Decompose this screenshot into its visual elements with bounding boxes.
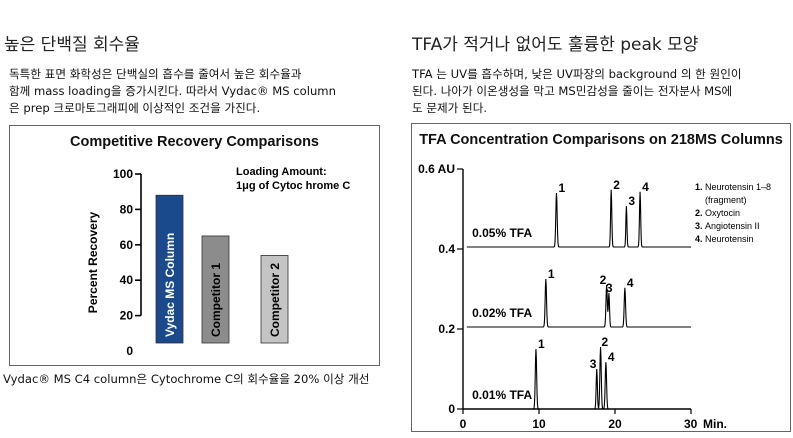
series-label: 0.01% TFA <box>472 388 532 402</box>
y-tick-label: 40 <box>120 273 134 287</box>
legend-entry: Neurotensin 1–8 <box>705 182 771 192</box>
left-paragraph: 독특한 표면 화학성은 단백실의 흡수를 줄여서 높은 회수율과 함께 mass… <box>9 66 336 117</box>
peak-label: 2 <box>602 335 609 349</box>
peak-label: 1 <box>558 181 565 195</box>
left-caption: Vydac® MS C4 column은 Cytochrome C의 회수율을 … <box>3 372 370 386</box>
chromatogram-trace <box>466 189 691 248</box>
annotation-sample: 1μg of Cytoc hrome C <box>236 180 350 192</box>
y-tick-label: 80 <box>120 202 134 216</box>
left-paragraph-line-3: 은 prep 크로마토그래피에 이상적인 조건을 가진다. <box>9 101 261 115</box>
x-tick-label: 0 <box>460 417 467 431</box>
x-tick-label: 30 <box>684 417 698 431</box>
legend-entry: Neurotensin <box>705 234 754 244</box>
legend-entry: Oxytocin <box>705 208 740 218</box>
peak-label: 1 <box>548 267 555 281</box>
y-axis-label: Percent Recovery <box>86 211 100 313</box>
recovery-bar-chart: 0 20 40 60 80 100 Percent Recovery Vydac MS Col… <box>86 166 350 358</box>
y-tick-label: 60 <box>120 238 134 252</box>
right-heading: TFA가 적거나 없어도 훌륭한 peak 모양 <box>412 35 699 55</box>
y-tick-label: 0.6 AU <box>418 162 455 176</box>
bar <box>201 235 230 344</box>
peak-label: 1 <box>538 337 545 351</box>
bar-label: Vydac MS Column <box>163 233 177 337</box>
peak-label: 3 <box>590 357 597 371</box>
legend-entry: (fragment) <box>705 195 747 205</box>
y-tick-label: 0 <box>126 344 133 358</box>
bar <box>155 194 184 344</box>
legend-number: 4. <box>695 234 703 244</box>
bar-label: Competitor 2 <box>268 263 282 337</box>
x-axis-label: Min. <box>703 417 727 431</box>
right-paragraph-line-2: 된다. 나아가 이온생성을 막고 MS민감성을 줄이는 전자분사 MS에 <box>412 84 733 98</box>
tfa-chart-panel: TFA Concentration Comparisons on 218MS C… <box>411 123 791 432</box>
legend-entry: Angiotensin II <box>705 221 760 231</box>
y-tick-label: 100 <box>113 167 133 181</box>
left-heading: 높은 단백질 회수율 <box>4 35 140 55</box>
right-paragraph-line-3: 도 문제가 된다. <box>412 101 488 115</box>
y-tick-label: 0.4 <box>438 242 455 256</box>
bar <box>260 255 289 344</box>
legend-number: 3. <box>695 221 703 231</box>
chromatogram-trace <box>466 278 691 328</box>
bar-label: Competitor 1 <box>209 263 223 337</box>
y-tick-label: 0 <box>448 402 455 416</box>
series-label: 0.05% TFA <box>472 226 532 240</box>
chromatogram-trace <box>466 346 691 410</box>
tfa-chart-title: TFA Concentration Comparisons on 218MS C… <box>419 132 783 148</box>
peak-label: 3 <box>628 194 635 208</box>
left-paragraph-line-1: 독특한 표면 화학성은 단백실의 흡수를 줄여서 높은 회수율과 <box>9 67 302 81</box>
y-tick-label: 20 <box>120 309 134 323</box>
legend-number: 2. <box>695 208 703 218</box>
peak-label: 4 <box>627 276 634 290</box>
recovery-chart-panel: Competitive Recovery Comparisons 0 20 40 60… <box>9 125 380 366</box>
legend-number: 1. <box>695 182 703 192</box>
peak-label: 4 <box>608 350 615 364</box>
series-label: 0.02% TFA <box>472 306 532 320</box>
recovery-chart-title: Competitive Recovery Comparisons <box>70 134 319 150</box>
y-tick-label: 0.2 <box>438 322 455 336</box>
annotation-loading-amount: Loading Amount: <box>236 166 327 178</box>
peak-label: 4 <box>642 180 649 194</box>
x-tick-label: 10 <box>532 417 546 431</box>
x-tick-label: 20 <box>608 417 622 431</box>
right-paragraph-line-1: TFA 는 UV를 흡수하며, 낮은 UV파장의 background 의 한 … <box>412 67 742 81</box>
peak-label: 2 <box>613 178 620 192</box>
peak-label: 2 <box>600 273 607 287</box>
right-paragraph: TFA 는 UV를 흡수하며, 낮은 UV파장의 background 의 한 … <box>412 66 742 117</box>
peak-label: 3 <box>606 281 613 295</box>
left-paragraph-line-2: 함께 mass loading을 증가시킨다. 따라서 Vydac® MS co… <box>9 84 336 98</box>
